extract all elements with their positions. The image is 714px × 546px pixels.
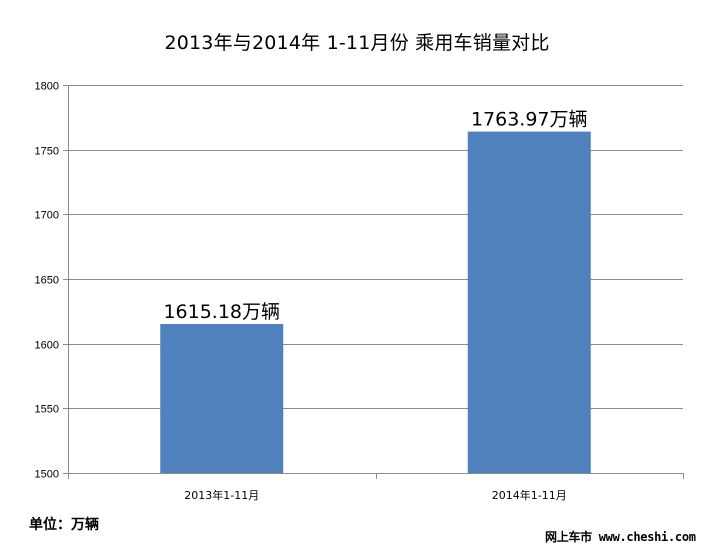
data-label-1: 1615.18万辆 (163, 301, 280, 323)
y-tick-label: 1550 (35, 404, 59, 416)
data-label-2: 1763.97万辆 (471, 109, 588, 131)
data-labels: 1615.18万辆 1763.97万辆 (163, 109, 587, 323)
bar-1 (160, 324, 284, 473)
y-tick-label: 1600 (35, 340, 59, 352)
y-tick-label: 1650 (35, 275, 59, 287)
x-category-label-1: 2013年1-11月 (184, 488, 259, 502)
chart-title: 2013年与2014年 1-11月份 乘用车销量对比 (164, 32, 550, 54)
bars (160, 131, 591, 473)
bar-2 (467, 131, 591, 473)
watermark: 网上车市 www.cheshi.com (545, 530, 696, 544)
y-tick-label: 1500 (35, 469, 59, 481)
y-tick-label: 1750 (35, 146, 59, 158)
x-axis-categories: 2013年1-11月 2014年1-11月 (184, 488, 566, 502)
y-tick-label: 1700 (35, 210, 59, 222)
unit-note: 单位：万辆 (29, 517, 99, 533)
x-category-label-2: 2014年1-11月 (492, 488, 567, 502)
y-tick-label: 1800 (35, 81, 59, 93)
axes (68, 85, 684, 479)
y-axis-ticks: 1500 1550 1600 1650 1700 1750 1800 (35, 81, 68, 481)
